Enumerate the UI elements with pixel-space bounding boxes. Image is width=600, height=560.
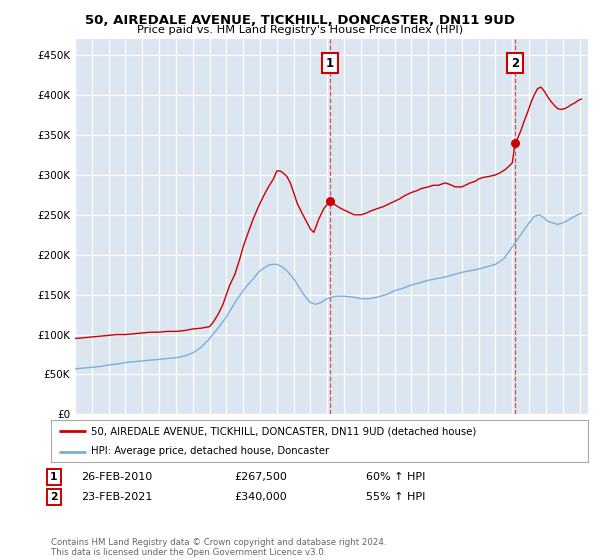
Text: 55% ↑ HPI: 55% ↑ HPI	[366, 492, 425, 502]
Text: 23-FEB-2021: 23-FEB-2021	[81, 492, 152, 502]
Text: HPI: Average price, detached house, Doncaster: HPI: Average price, detached house, Donc…	[91, 446, 329, 456]
Text: 1: 1	[50, 472, 58, 482]
Text: Price paid vs. HM Land Registry's House Price Index (HPI): Price paid vs. HM Land Registry's House …	[137, 25, 463, 35]
Text: £340,000: £340,000	[234, 492, 287, 502]
Text: 26-FEB-2010: 26-FEB-2010	[81, 472, 152, 482]
Text: 1: 1	[326, 57, 334, 69]
Text: 60% ↑ HPI: 60% ↑ HPI	[366, 472, 425, 482]
Text: 50, AIREDALE AVENUE, TICKHILL, DONCASTER, DN11 9UD: 50, AIREDALE AVENUE, TICKHILL, DONCASTER…	[85, 14, 515, 27]
Text: Contains HM Land Registry data © Crown copyright and database right 2024.
This d: Contains HM Land Registry data © Crown c…	[51, 538, 386, 557]
Text: 2: 2	[511, 57, 519, 69]
Text: 2: 2	[50, 492, 58, 502]
Text: £267,500: £267,500	[234, 472, 287, 482]
Text: 50, AIREDALE AVENUE, TICKHILL, DONCASTER, DN11 9UD (detached house): 50, AIREDALE AVENUE, TICKHILL, DONCASTER…	[91, 426, 476, 436]
